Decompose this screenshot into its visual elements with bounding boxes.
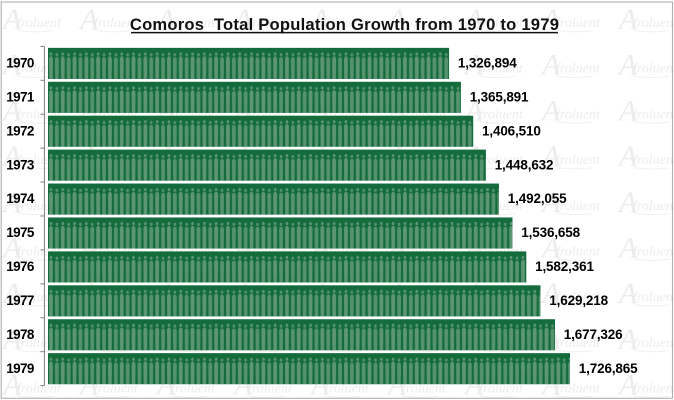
svg-text:1970: 1970 <box>6 56 34 71</box>
svg-text:1971: 1971 <box>6 89 35 104</box>
svg-text:1978: 1978 <box>6 327 35 342</box>
svg-text:1,406,510: 1,406,510 <box>482 123 541 138</box>
svg-text:1,448,632: 1,448,632 <box>495 157 554 172</box>
svg-text:1975: 1975 <box>6 225 35 240</box>
svg-text:1,582,361: 1,582,361 <box>535 259 594 274</box>
svg-text:1,629,218: 1,629,218 <box>549 293 608 308</box>
svg-text:1,677,326: 1,677,326 <box>564 327 623 342</box>
svg-text:1977: 1977 <box>6 293 34 308</box>
svg-text:1972: 1972 <box>6 123 34 138</box>
svg-text:1973: 1973 <box>6 157 35 172</box>
svg-text:1979: 1979 <box>6 361 34 376</box>
svg-text:Comoros Total Population Grow: Comoros Total Population Growth from 197… <box>130 15 559 34</box>
svg-text:1,365,891: 1,365,891 <box>470 89 529 104</box>
svg-text:1,326,894: 1,326,894 <box>458 56 517 71</box>
svg-text:1,536,658: 1,536,658 <box>521 225 580 240</box>
svg-text:1974: 1974 <box>6 191 35 206</box>
svg-text:1976: 1976 <box>6 259 35 274</box>
svg-text:1,492,055: 1,492,055 <box>508 191 567 206</box>
svg-text:1,726,865: 1,726,865 <box>579 361 638 376</box>
